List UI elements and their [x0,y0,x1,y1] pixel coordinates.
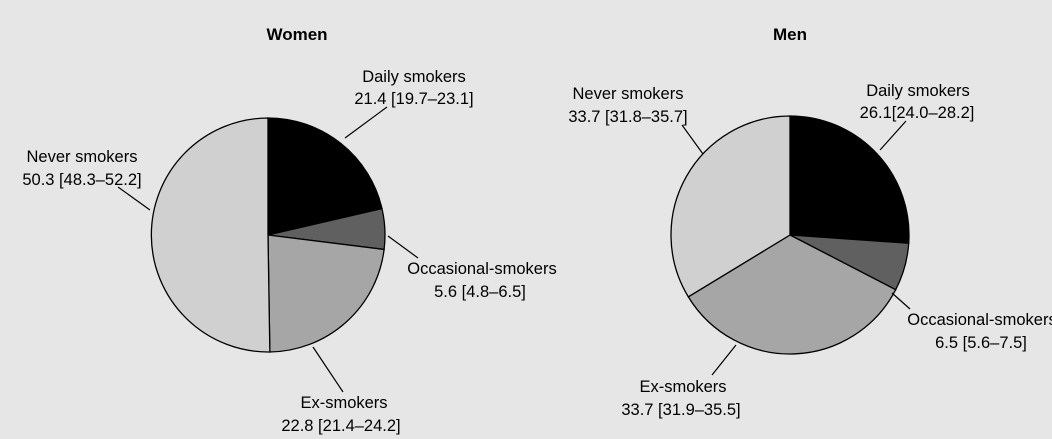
slice-value-occasional-smokers: 5.6 [4.8–6.5] [434,283,526,301]
pie-title-men: Men [773,25,807,44]
pie-slice-never-smokers [670,115,791,298]
slice-value-never-smokers: 50.3 [48.3–52.2] [22,171,141,189]
leader-lines-women [117,106,419,393]
pie-slices-women [150,117,386,353]
slice-value-ex-smokers: 22.8 [21.4–24.2] [281,417,400,435]
pie-panel-women: Women Daily smokers 21.4 [19.7–23.1] Occ… [22,25,556,435]
slice-labels-women: Daily smokers 21.4 [19.7–23.1] Occasiona… [22,68,556,435]
pie-slice-daily-smokers [789,115,910,244]
pie-slice-never-smokers [150,117,271,353]
slice-label-daily-smokers: Daily smokers [866,82,970,100]
slice-label-daily-smokers: Daily smokers [362,68,466,86]
pie-slice-ex-smokers [687,234,897,355]
leader-line [681,124,704,155]
pie-slice-daily-smokers [267,117,383,236]
slice-label-occasional-smokers: Occasional-smokers [407,260,556,278]
slice-label-never-smokers: Never smokers [573,85,684,103]
leader-line [891,292,911,310]
leader-line [711,344,737,376]
pie-slice-ex-smokers [267,234,385,353]
pie-title-women: Women [266,25,327,44]
slice-label-ex-smokers: Ex-smokers [639,378,726,396]
slice-value-daily-smokers: 21.4 [19.7–23.1] [354,90,473,108]
leader-line [117,186,151,211]
slice-label-ex-smokers: Ex-smokers [300,394,387,412]
leader-line [312,346,344,393]
slice-value-ex-smokers: 33.7 [31.9–35.5] [621,401,740,419]
leader-lines-men [681,120,911,376]
leader-line [344,106,388,139]
slice-labels-men: Daily smokers 26.1[24.0–28.2] Occasional… [568,82,1052,419]
slice-value-daily-smokers: 26.1[24.0–28.2] [860,104,975,122]
pie-slices-men [670,115,910,355]
slice-label-occasional-smokers: Occasional-smokers [907,311,1052,329]
leader-line [879,120,907,151]
slice-label-never-smokers: Never smokers [27,148,138,166]
pie-panel-men: Men Daily smokers 26.1[24.0–28.2] Occasi… [568,25,1052,419]
slice-value-never-smokers: 33.7 [31.8–35.7] [568,108,687,126]
slice-value-occasional-smokers: 6.5 [5.6–7.5] [935,334,1027,352]
leader-line [387,235,419,259]
